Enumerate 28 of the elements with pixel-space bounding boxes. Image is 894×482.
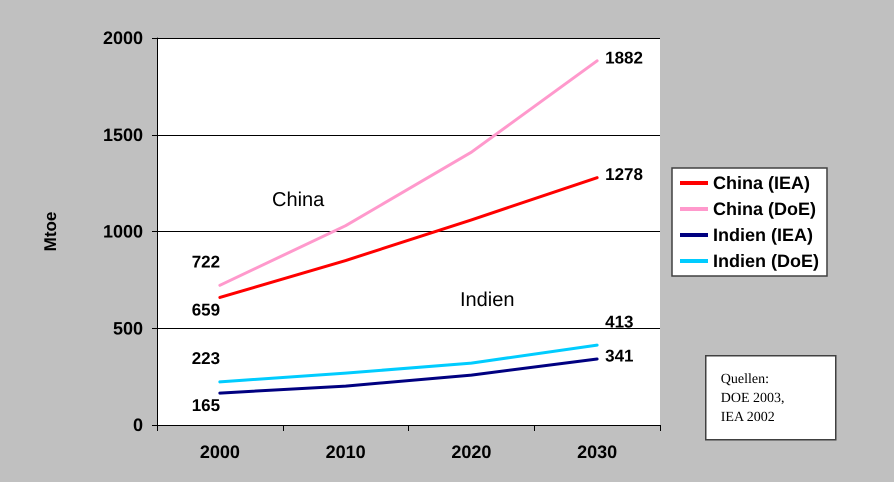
legend-label: China (DoE) [713,199,816,219]
line-series [218,358,599,395]
source-note: Quellen: DOE 2003, IEA 2002 [720,372,785,425]
x-tick-label: 2000 [200,442,240,462]
data-label: 223 [192,348,220,368]
annotation: China [272,189,326,211]
line-series [218,59,599,287]
y-tick-label: 500 [112,318,143,338]
y-axis-title: Mtoe [41,212,60,252]
legend-label: China (IEA) [713,173,810,193]
data-label: 659 [192,300,220,320]
y-tick-label: 0 [132,415,143,435]
data-label: 1278 [605,165,643,184]
y-tick-label: 1000 [102,222,143,242]
y-tick-label: 2000 [102,28,143,48]
data-label: 341 [605,346,634,366]
legend-label: Indien (IEA) [713,225,813,245]
data-label: 1882 [605,48,643,68]
data-label: 722 [192,252,220,272]
legend-label: Indien (DoE) [713,251,819,271]
x-tick-label: 2020 [451,442,492,462]
line-series [218,344,599,384]
x-tick-label: 2010 [326,442,366,462]
annotation: Indien [460,289,514,311]
data-label: 165 [192,396,220,416]
data-label: 413 [605,312,634,332]
x-tick-label: 2030 [577,442,618,462]
y-tick-label: 1500 [102,124,143,145]
